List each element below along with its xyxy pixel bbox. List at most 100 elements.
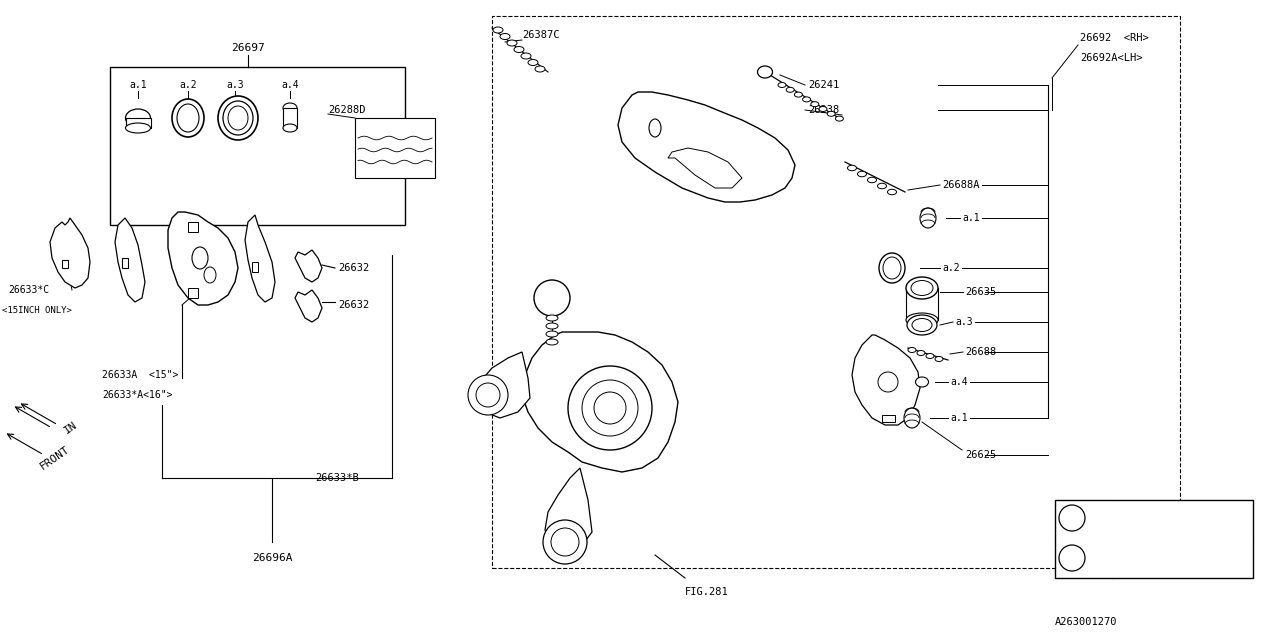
Polygon shape	[852, 335, 920, 425]
Text: 26633*A<16">: 26633*A<16">	[102, 390, 173, 400]
Ellipse shape	[925, 353, 934, 358]
Ellipse shape	[911, 280, 933, 296]
Bar	[110, 67, 404, 225]
Ellipse shape	[915, 377, 928, 387]
Text: 26696A: 26696A	[252, 553, 292, 563]
Ellipse shape	[908, 348, 916, 353]
Circle shape	[568, 366, 652, 450]
Text: (-1806): (-1806)	[1181, 513, 1224, 523]
Text: 26238: 26238	[808, 105, 840, 115]
Ellipse shape	[521, 53, 531, 59]
Ellipse shape	[908, 315, 937, 335]
Ellipse shape	[836, 116, 844, 121]
Polygon shape	[252, 262, 259, 272]
Text: 26692  <RH>: 26692 <RH>	[1080, 33, 1148, 43]
Ellipse shape	[887, 189, 896, 195]
Ellipse shape	[529, 60, 538, 65]
Text: 26633A  <15">: 26633A <15">	[102, 370, 178, 380]
Text: a.1: a.1	[950, 413, 968, 423]
Polygon shape	[477, 352, 530, 418]
Bar	[283, 108, 297, 128]
Text: 1: 1	[549, 293, 556, 303]
Text: 26692A<LH>: 26692A<LH>	[1080, 53, 1143, 63]
Text: (1806-): (1806-)	[1181, 553, 1224, 563]
Ellipse shape	[204, 267, 216, 283]
Polygon shape	[294, 250, 323, 282]
Bar	[1055, 500, 1253, 578]
Ellipse shape	[283, 124, 297, 132]
Circle shape	[543, 520, 588, 564]
Polygon shape	[522, 332, 678, 472]
Ellipse shape	[547, 315, 558, 321]
Ellipse shape	[515, 47, 524, 52]
Ellipse shape	[500, 33, 509, 40]
Circle shape	[550, 528, 579, 556]
Ellipse shape	[827, 111, 836, 116]
Polygon shape	[122, 258, 128, 268]
Circle shape	[534, 280, 570, 316]
Text: a.4: a.4	[950, 377, 968, 387]
Text: 26633*C: 26633*C	[8, 285, 49, 295]
Ellipse shape	[778, 83, 786, 88]
Ellipse shape	[649, 119, 660, 137]
Polygon shape	[168, 212, 238, 305]
Circle shape	[1059, 545, 1085, 571]
Polygon shape	[244, 215, 275, 302]
Ellipse shape	[906, 313, 938, 327]
Ellipse shape	[493, 27, 503, 33]
Ellipse shape	[535, 66, 545, 72]
Text: 26387C: 26387C	[522, 30, 559, 40]
Polygon shape	[50, 218, 90, 288]
Ellipse shape	[913, 319, 932, 332]
Ellipse shape	[868, 177, 877, 183]
Polygon shape	[115, 218, 145, 302]
Text: 26241: 26241	[808, 80, 840, 90]
Ellipse shape	[547, 331, 558, 337]
Ellipse shape	[218, 96, 259, 140]
Polygon shape	[618, 92, 795, 202]
Text: 26688: 26688	[965, 347, 996, 357]
Polygon shape	[188, 222, 198, 232]
Ellipse shape	[934, 356, 943, 362]
Ellipse shape	[125, 109, 151, 127]
Ellipse shape	[283, 103, 297, 113]
Ellipse shape	[795, 92, 803, 97]
Ellipse shape	[223, 101, 253, 135]
Circle shape	[1059, 505, 1085, 531]
Polygon shape	[882, 415, 895, 422]
Text: 26633*B: 26633*B	[315, 473, 358, 483]
Text: a.2: a.2	[179, 80, 197, 90]
Text: FRONT: FRONT	[38, 444, 72, 472]
Text: a.3: a.3	[955, 317, 973, 327]
Ellipse shape	[878, 183, 887, 189]
Circle shape	[594, 392, 626, 424]
Ellipse shape	[847, 165, 856, 171]
Polygon shape	[61, 260, 68, 268]
Polygon shape	[188, 288, 198, 298]
Ellipse shape	[819, 106, 827, 111]
Ellipse shape	[228, 106, 248, 130]
Circle shape	[476, 383, 500, 407]
Bar	[355, 118, 435, 178]
Ellipse shape	[786, 87, 794, 92]
Text: M260024: M260024	[1088, 553, 1129, 563]
Polygon shape	[294, 290, 323, 322]
Text: IN: IN	[61, 420, 79, 436]
Ellipse shape	[547, 323, 558, 329]
Text: FIG.281: FIG.281	[685, 587, 728, 597]
Ellipse shape	[547, 339, 558, 345]
Text: 26625: 26625	[965, 450, 996, 460]
Text: a.1: a.1	[129, 80, 147, 90]
Circle shape	[878, 372, 899, 392]
Text: 1: 1	[1069, 554, 1075, 563]
Ellipse shape	[172, 99, 204, 137]
Polygon shape	[545, 468, 593, 552]
Text: 26688A: 26688A	[942, 180, 979, 190]
Text: a.2: a.2	[942, 263, 960, 273]
Text: <15INCH ONLY>: <15INCH ONLY>	[3, 305, 72, 314]
Text: a.1: a.1	[963, 213, 979, 223]
Bar	[125, 118, 151, 128]
Ellipse shape	[803, 97, 810, 102]
Ellipse shape	[192, 247, 209, 269]
Ellipse shape	[177, 104, 198, 132]
